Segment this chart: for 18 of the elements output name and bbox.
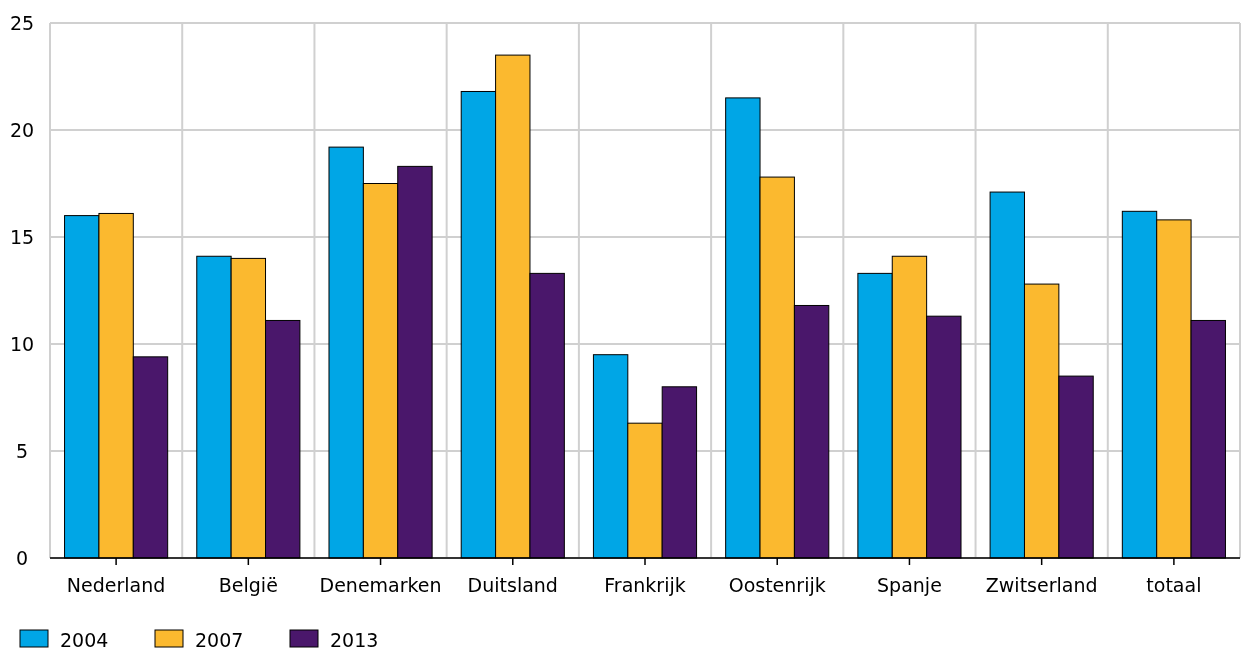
- y-tick-label: 15: [9, 225, 35, 248]
- y-tick-label: 0: [15, 546, 29, 569]
- x-tick-label: totaal: [1146, 574, 1202, 596]
- x-tick-label: Frankrijk: [604, 574, 686, 596]
- x-tick-label: Duitsland: [467, 574, 558, 596]
- y-tick-label: 25: [9, 11, 35, 34]
- legend-label: 2013: [330, 629, 379, 651]
- legend-label: 2007: [195, 629, 244, 651]
- legend-label: 2004: [60, 629, 109, 651]
- x-tick-label: Zwitserland: [985, 574, 1098, 596]
- x-tick-label: Spanje: [877, 574, 942, 596]
- x-tick-label: Nederland: [66, 574, 166, 596]
- x-tick-label: Denemarken: [319, 574, 442, 596]
- y-tick-label: 10: [9, 332, 35, 355]
- x-tick-label: Oostenrijk: [728, 574, 826, 596]
- y-tick-label: 5: [15, 439, 29, 462]
- y-tick-label: 20: [9, 118, 35, 141]
- x-tick-label: België: [218, 574, 278, 596]
